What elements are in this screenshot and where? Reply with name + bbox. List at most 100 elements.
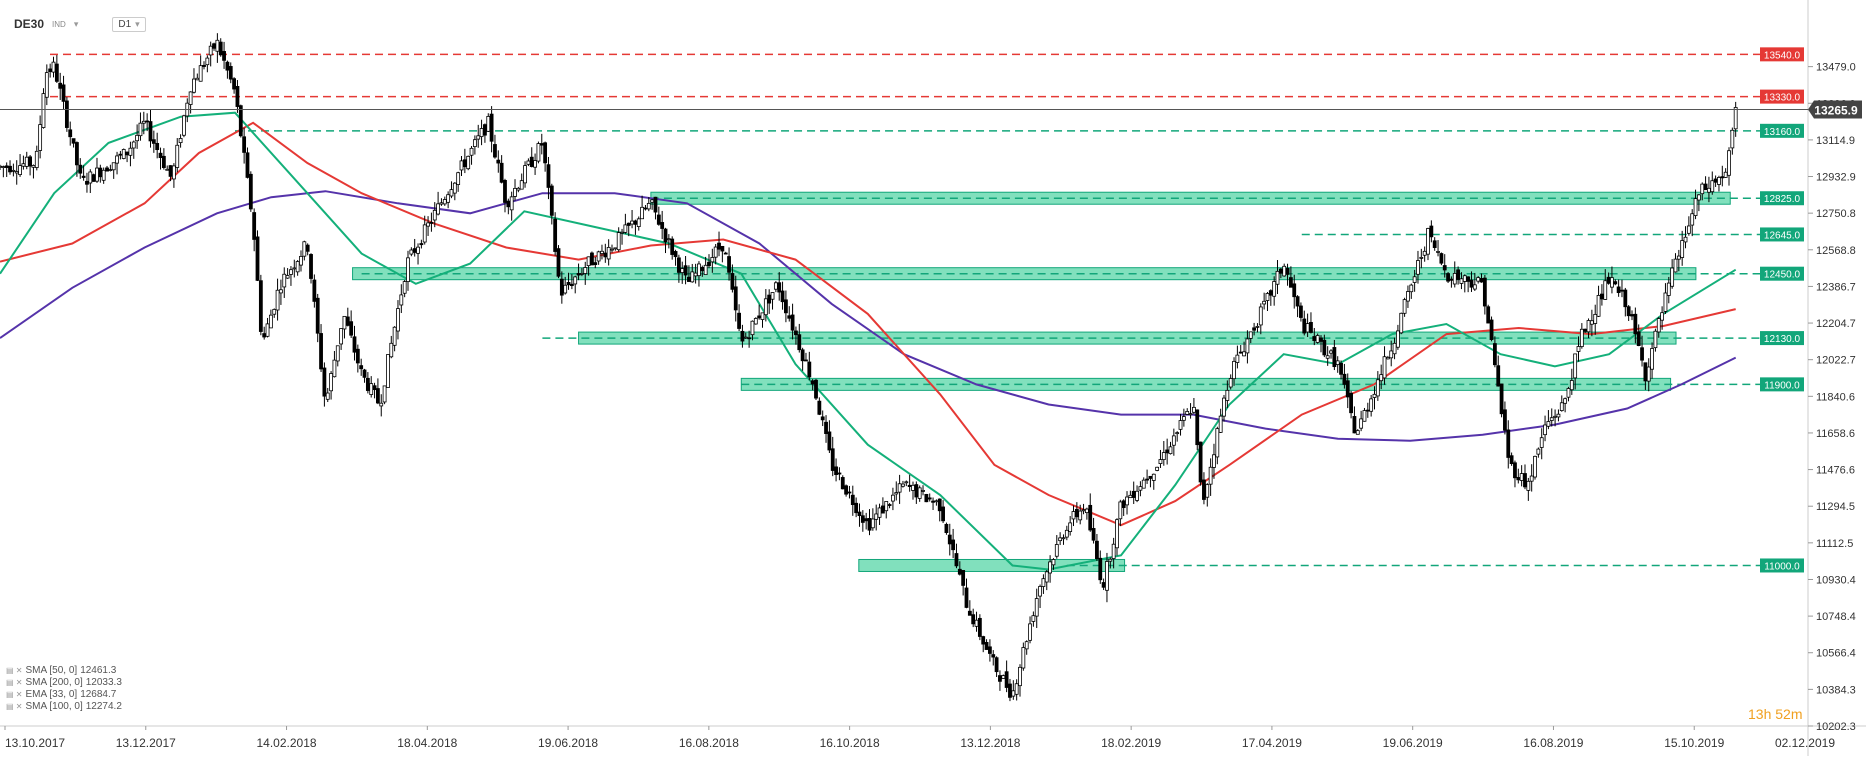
candle-body [720,245,725,252]
candle-body [867,518,872,531]
candle-body [1646,366,1651,382]
candle-body [419,243,424,246]
candle-body [78,164,83,174]
candle-body [21,163,26,167]
candle-body [1325,355,1330,359]
candle-body [202,64,206,67]
candle-body [1519,473,1524,481]
candle-body [824,421,828,434]
candle-body [770,292,775,300]
candle-body [1489,319,1494,340]
candle-body [981,636,986,645]
candle-body [456,172,461,185]
ema33-line [0,121,1736,527]
candle-body [228,66,233,80]
candle-body [516,187,521,191]
timeframe-select[interactable]: D1 ▾ [112,16,146,32]
candle-body [44,72,49,98]
candle-body [1700,183,1705,195]
candle-body [412,248,417,253]
legend-item[interactable]: ▤ ✕ SMA [100, 0] 12274.2 [6,701,122,713]
candle-body [506,200,511,208]
candle-body [623,224,628,233]
legend-item[interactable]: ▤ ✕ EMA [33, 0] 12684.7 [6,689,122,701]
legend-item[interactable]: ▤ ✕ SMA [200, 0] 12033.3 [6,677,122,689]
candle-body [168,165,173,177]
candle-body [64,100,69,128]
candle-body [359,365,364,370]
candle-body [459,160,464,171]
settings-close-icon[interactable]: ▤ ✕ [6,678,23,687]
candle-body [71,138,76,144]
candle-body [1312,336,1317,341]
legend-item[interactable]: ▤ ✕ SMA [50, 0] 12461.3 [6,665,122,677]
candle-body [549,185,554,216]
candle-body [309,254,313,279]
settings-close-icon[interactable]: ▤ ✕ [6,690,23,699]
candle-body [329,373,333,392]
candle-body [636,218,641,227]
candle-body [58,82,63,89]
candle-body [1078,510,1083,521]
candle-body [34,150,39,168]
candle-body [847,491,852,494]
candle-body [1382,356,1387,379]
support-tag-label: 12645.0 [1764,230,1801,241]
candle-body [1533,455,1537,478]
candle-body [1369,398,1374,412]
candle-body [462,159,467,168]
timer-minutes: 52 [1775,706,1791,722]
support-tag [1760,123,1804,138]
settings-close-icon[interactable]: ▤ ✕ [6,666,23,675]
candle-body [1014,683,1019,695]
candle-body [1499,383,1504,415]
candle-body [566,281,571,286]
candle-body [927,497,932,500]
candle-body [416,246,420,254]
support-tag [1760,191,1804,206]
candle-body [242,136,247,153]
y-tick-label: 12022.7 [1816,355,1856,367]
candle-body [1717,177,1721,185]
candle-body [195,77,200,81]
candle-body [1208,466,1213,485]
candle-body [1676,255,1681,260]
candle-body [556,248,561,277]
candle-body [1,166,6,168]
candle-body [362,369,367,378]
candle-body [1044,571,1049,583]
candle-body [1429,225,1434,238]
chevron-down-icon[interactable]: ▾ [73,18,79,29]
candle-body [563,284,568,294]
candle-body [697,263,701,277]
candle-body [1232,360,1236,380]
candle-body [1021,647,1026,669]
candle-body [616,232,621,251]
candle-body [569,283,574,286]
candle-body [88,171,93,184]
candle-body [1101,582,1106,588]
candle-body [1482,277,1487,307]
candle-body [519,180,524,190]
candle-body [780,290,785,303]
candle-body [483,124,487,136]
candle-body [817,400,822,415]
candle-body [289,269,293,275]
candle-body [800,349,805,362]
support-tag [1760,266,1804,281]
candle-body [1492,343,1497,366]
candle-body [1503,409,1507,431]
candle-body [1148,475,1153,479]
symbol-name[interactable]: DE30 [14,17,45,31]
candle-body [613,247,618,250]
candle-body [1596,295,1601,317]
candle-body [1406,291,1410,302]
settings-close-icon[interactable]: ▤ ✕ [6,702,23,711]
candle-body [1228,378,1233,388]
candle-body [947,534,952,545]
candle-body [352,336,357,353]
candle-body [924,493,929,503]
candle-body [1693,198,1698,216]
